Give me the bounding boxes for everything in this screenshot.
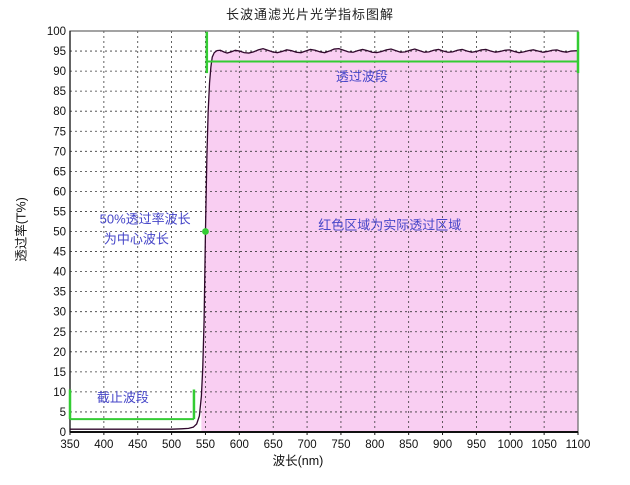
transmission-region-fill: [201, 48, 579, 432]
cutoff-band-label: 截止波段: [97, 390, 149, 405]
transmittance-curve: [70, 47, 579, 430]
y-tick-label: 35: [53, 287, 66, 299]
x-tick-label: 600: [230, 439, 249, 451]
y-tick-label: 60: [53, 186, 66, 198]
x-tick-label: 950: [467, 439, 486, 451]
y-tick-label: 95: [53, 46, 66, 58]
x-tick-label: 700: [297, 439, 316, 451]
y-tick-label: 40: [53, 267, 66, 279]
y-tick-label: 65: [53, 166, 66, 178]
chart-title: 长波通滤光片光学指标图解: [225, 7, 394, 22]
y-tick-label: 10: [53, 387, 66, 399]
y-tick-label: 25: [53, 327, 66, 339]
x-tick-label: 750: [331, 439, 350, 451]
y-tick-label: 30: [53, 307, 66, 319]
y-tick-label: 70: [53, 146, 66, 158]
y-tick-label: 85: [53, 86, 66, 98]
y-tick-label: 45: [53, 247, 66, 259]
x-tick-label: 500: [162, 439, 181, 451]
center-wavelength-label: 为中心波长: [104, 232, 169, 247]
y-tick-label: 80: [53, 106, 66, 118]
y-axis-title: 透过率(T%): [14, 197, 29, 262]
x-tick-label: 1100: [566, 439, 591, 451]
x-tick-label: 1000: [497, 439, 523, 451]
x-tick-label: 800: [365, 439, 384, 451]
x-tick-label: 400: [94, 439, 113, 451]
y-tick-label: 75: [53, 126, 66, 138]
region-note-label: 红色区域为实际透过区域: [318, 217, 461, 232]
y-tick-label: 0: [60, 427, 66, 439]
y-tick-label: 20: [53, 347, 66, 359]
y-tick-label: 90: [53, 66, 66, 78]
x-axis-title: 波长(nm): [272, 454, 324, 468]
center-wavelength-label: 50%透过率波长: [100, 211, 191, 226]
y-tick-label: 55: [53, 206, 66, 218]
x-tick-label: 450: [128, 439, 147, 451]
y-tick-label: 5: [60, 407, 66, 419]
x-tick-label: 900: [433, 439, 452, 451]
x-tick-label: 550: [196, 439, 215, 451]
center-wavelength-dot: [202, 228, 209, 235]
x-tick-label: 350: [60, 439, 79, 451]
x-tick-label: 850: [399, 439, 418, 451]
pass-band-label: 透过波段: [336, 69, 388, 84]
y-tick-label: 50: [53, 227, 66, 239]
x-tick-label: 1050: [531, 439, 557, 451]
y-tick-label: 100: [47, 26, 66, 38]
y-tick-label: 15: [53, 367, 66, 379]
x-tick-label: 650: [264, 439, 283, 451]
